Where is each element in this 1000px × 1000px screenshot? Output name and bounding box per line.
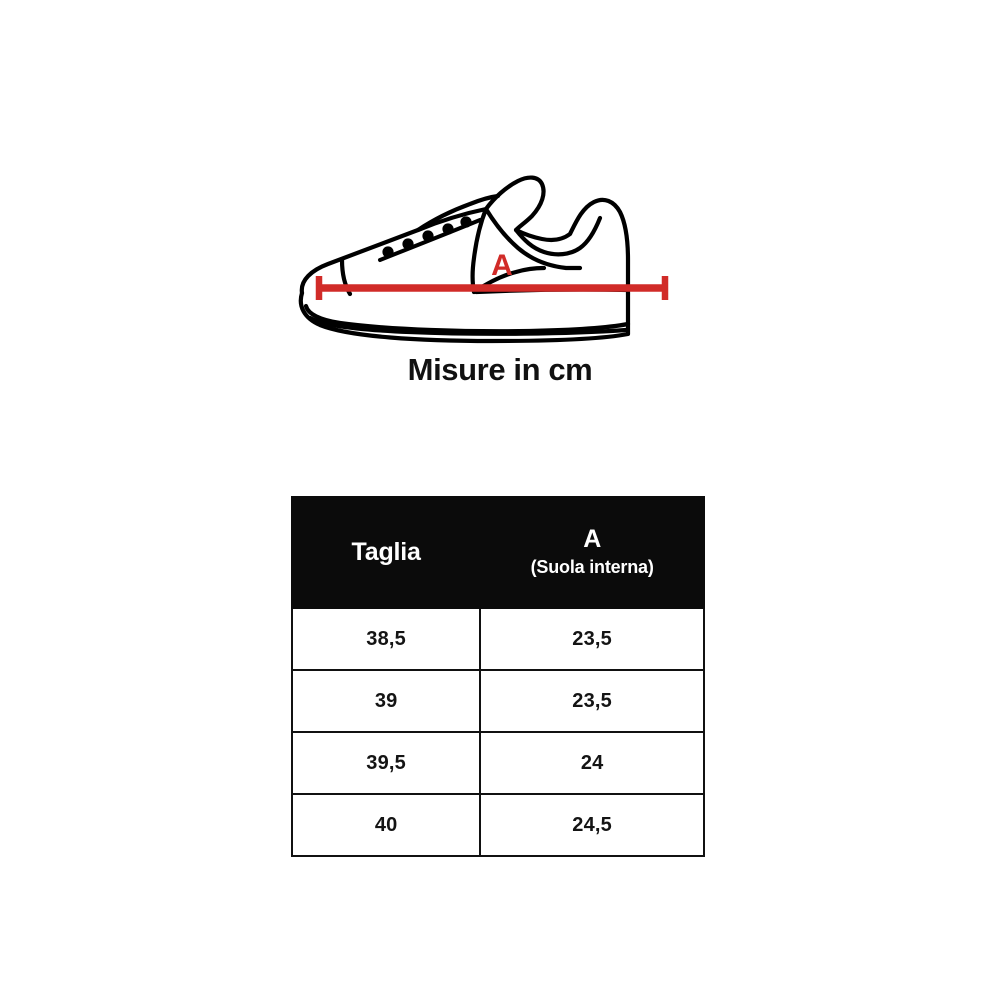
size-table-container: Taglia A (Suola interna) 38,5 23,5 39 23… [290, 496, 705, 857]
shoe-lace-line-icon [378, 218, 482, 262]
column-header-taglia: Taglia [290, 496, 482, 609]
measurement-label-a: A [491, 249, 513, 282]
shoe-diagram: A [280, 160, 700, 345]
cell-a: 23,5 [479, 607, 705, 671]
size-table-head: Taglia A (Suola interna) [290, 496, 705, 609]
table-row: 38,5 23,5 [290, 607, 705, 671]
measurement-line-a [315, 276, 669, 300]
cell-taglia: 39,5 [290, 731, 482, 795]
shoe-outline-icon [298, 175, 631, 344]
table-row: 39,5 24 [290, 731, 705, 795]
table-row: 40 24,5 [290, 793, 705, 857]
size-table-body: 38,5 23,5 39 23,5 39,5 24 40 24,5 [290, 607, 705, 857]
column-header-a: A (Suola interna) [479, 496, 705, 609]
cell-taglia: 39 [290, 669, 482, 733]
cell-a: 24,5 [479, 793, 705, 857]
cell-a: 23,5 [479, 669, 705, 733]
column-header-taglia-label: Taglia [351, 538, 421, 567]
column-header-a-sublabel: (Suola interna) [530, 557, 654, 578]
cell-a: 24 [479, 731, 705, 795]
cell-taglia: 40 [290, 793, 482, 857]
table-row: 39 23,5 [290, 669, 705, 733]
table-header-row: Taglia A (Suola interna) [290, 496, 705, 609]
measure-unit-caption: Misure in cm [407, 352, 593, 387]
size-table: Taglia A (Suola interna) 38,5 23,5 39 23… [290, 496, 705, 857]
column-header-a-label: A [583, 525, 602, 554]
cell-taglia: 38,5 [290, 607, 482, 671]
